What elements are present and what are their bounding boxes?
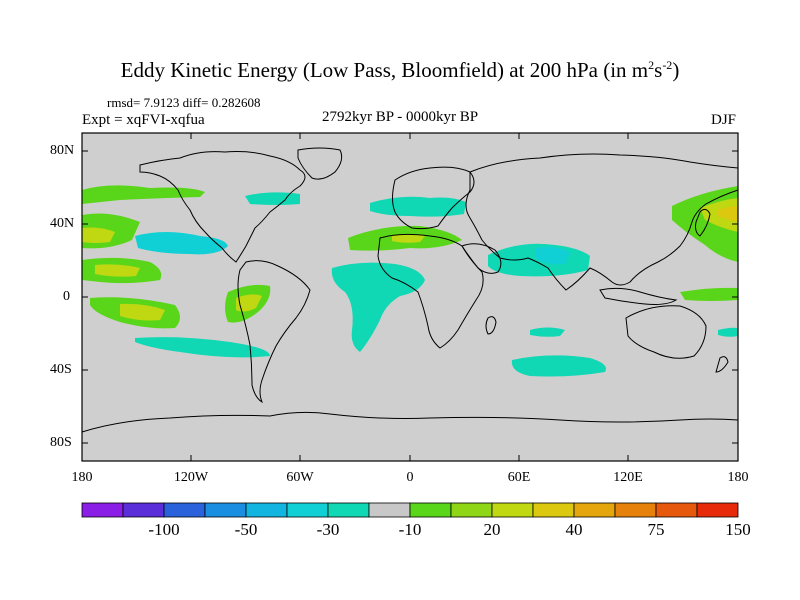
field-samerica-yellow (236, 294, 262, 312)
colorbar-label: -10 (398, 520, 422, 539)
field-so-far-east-cyan (718, 327, 738, 337)
field-north-atlantic-cyan (245, 192, 300, 205)
lat-tick-label: 80N (50, 143, 75, 158)
coast-japan (695, 208, 711, 237)
coast-south-america (237, 260, 311, 404)
field-tropic-pacific-yellow (95, 264, 140, 277)
colorbar-swatch (122, 502, 165, 518)
coast-north-america (139, 151, 306, 263)
coastlines (81, 147, 739, 433)
colorbar-label: 150 (725, 520, 751, 539)
colorbar-swatch (327, 502, 370, 518)
lon-tick-label: 120W (173, 470, 209, 485)
colorbar-swatch (450, 502, 493, 518)
field-india-cyan-dark (535, 246, 570, 265)
lat-ticks (82, 150, 738, 444)
colorbar-swatch (368, 502, 411, 518)
colorbar-label: 20 (483, 520, 501, 539)
lon-tick-label: 60E (507, 470, 531, 485)
colorbar-swatch (532, 502, 575, 518)
colorbar-swatch (696, 502, 739, 518)
colorbar-label: -30 (316, 520, 340, 539)
coast-europe (392, 166, 475, 230)
coast-new-zealand (715, 356, 729, 373)
field-w-pacific-tropic-green (680, 287, 738, 301)
colorbar-swatch (204, 502, 247, 518)
field-cyan-atlantic-north (150, 237, 190, 247)
coast-indonesia (599, 287, 678, 305)
field-atlantic-cyan (331, 262, 425, 352)
lat-tick-label: 80S (50, 435, 72, 450)
coast-antarctica (81, 411, 739, 433)
field-sahara-yellow (392, 234, 425, 243)
colorbar-swatch (81, 502, 124, 518)
title-mid: s (654, 58, 663, 82)
lon-tick-label: 120E (613, 470, 643, 485)
colorbar-label: 40 (565, 520, 583, 539)
coast-madagascar (485, 316, 497, 335)
lon-tick-label: 60W (286, 470, 314, 485)
lon-ticks (81, 133, 739, 461)
stats-text: rmsd= 7.9123 diff= 0.282608 (107, 95, 261, 110)
colorbar-swatch (163, 502, 206, 518)
coast-greenland (297, 147, 343, 180)
field-nw-pacific-orange (718, 206, 738, 222)
title-main: Eddy Kinetic Energy (Low Pass, Bloomfiel… (120, 58, 649, 82)
coast-arabia (461, 243, 502, 274)
field-south-pacific-yellow (120, 303, 165, 321)
field-north-pacific (82, 185, 205, 204)
lat-tick-label: 40S (50, 362, 72, 377)
colorbar-swatch (286, 502, 329, 518)
colorbar-label: -50 (234, 520, 258, 539)
colorbar-label: 75 (647, 520, 665, 539)
lat-tick-label: 0 (63, 289, 70, 304)
lon-tick-label: 180 (727, 470, 749, 485)
experiment-label: Expt = xqFVI-xqfua (82, 112, 205, 128)
colorbar (81, 502, 739, 518)
field-so-east-cyan (530, 327, 565, 337)
colorbar-label: -100 (148, 520, 180, 539)
colorbar-swatch (409, 502, 452, 518)
anomaly-fields (82, 185, 738, 377)
colorbar-swatch (573, 502, 616, 518)
field-indian-ocean-cyan (511, 355, 606, 377)
period-label: 2792kyr BP - 0000kyr BP (322, 109, 479, 125)
colorbar-swatch (614, 502, 657, 518)
colorbar-swatch (491, 502, 534, 518)
title-end: ) (672, 58, 680, 82)
coast-australia (625, 305, 707, 359)
title-sup2: -2 (662, 58, 673, 72)
colorbar-swatch (655, 502, 698, 518)
season-label: DJF (711, 112, 737, 128)
plot-title: Eddy Kinetic Energy (Low Pass, Bloomfiel… (0, 58, 800, 83)
lon-tick-label: 0 (406, 470, 414, 485)
map-background (82, 133, 738, 461)
field-so-pacific-cyan (135, 337, 270, 358)
colorbar-swatch (245, 502, 288, 518)
field-w-pacific-yellow (82, 227, 115, 243)
coast-africa (377, 233, 484, 349)
lon-tick-label: 180 (71, 470, 93, 485)
title-sup1: 2 (648, 58, 655, 72)
field-north-atlantic-cyan2 (370, 196, 466, 217)
lat-tick-label: 40N (50, 216, 75, 231)
